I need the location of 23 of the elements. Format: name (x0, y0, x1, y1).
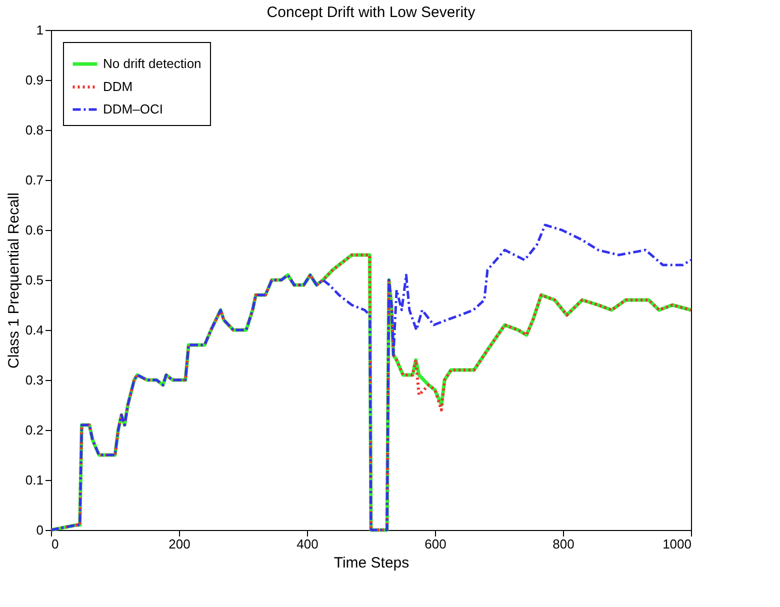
y-tick-label: 0.6 (25, 222, 44, 238)
x-tick-label: 800 (552, 536, 574, 552)
y-tick-label: 1 (36, 22, 44, 38)
y-tick-label: 0.4 (25, 322, 44, 338)
y-tick-label: 0.9 (25, 72, 44, 88)
legend-label: DDM (103, 79, 133, 94)
x-tick-label: 600 (424, 536, 446, 552)
y-tick-label: 0.3 (25, 372, 44, 388)
y-tick-label: 0.7 (25, 172, 44, 188)
y-tick-label: 0.5 (25, 272, 44, 288)
y-tick-label: 0.1 (25, 472, 44, 488)
chart-title: Concept Drift with Low Severity (266, 4, 476, 21)
x-tick-label: 0 (52, 536, 59, 552)
y-tick-label: 0.2 (25, 422, 44, 438)
legend-label: No drift detection (103, 56, 202, 71)
x-tick-label: 1000 (662, 536, 692, 552)
x-axis-title: Time Steps (334, 554, 410, 572)
legend-label: DDM–OCI (103, 102, 163, 116)
x-tick-label: 400 (296, 536, 318, 552)
y-tick-label: 0.8 (25, 122, 44, 138)
x-tick-label: 200 (168, 536, 190, 552)
y-tick-label: 0 (36, 522, 44, 538)
y-axis-title: Class 1 Prequential Recall (5, 192, 22, 368)
